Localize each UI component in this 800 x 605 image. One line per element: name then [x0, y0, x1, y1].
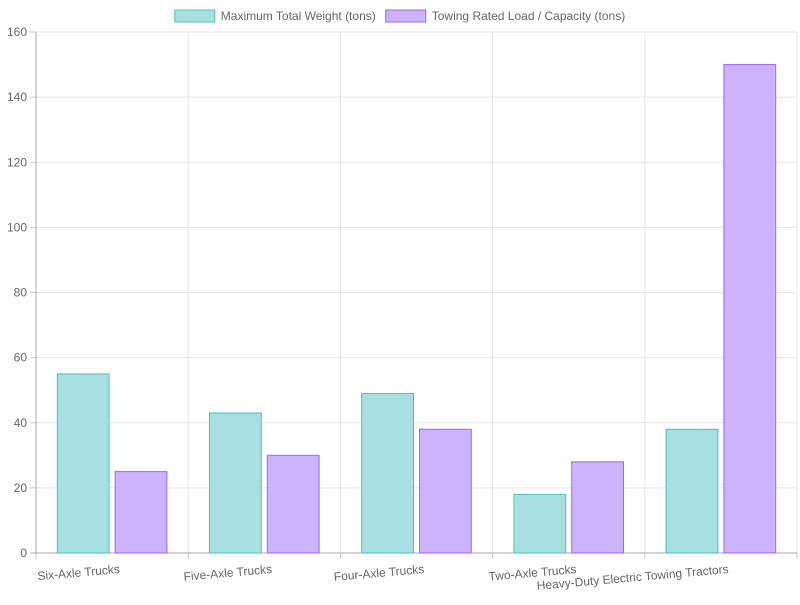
legend-label-1[interactable]: Towing Rated Load / Capacity (tons) — [432, 9, 625, 23]
y-tick-label: 140 — [7, 90, 27, 104]
bar-max-weight-4[interactable] — [665, 428, 719, 554]
x-tick-label: Five-Axle Trucks — [183, 562, 273, 584]
bar-towing-load-3[interactable] — [571, 461, 624, 554]
bar-towing-load-0[interactable] — [114, 471, 168, 554]
legend-label-0[interactable]: Maximum Total Weight (tons) — [221, 9, 376, 23]
y-tick-label: 0 — [20, 546, 27, 560]
bar-max-weight-1[interactable] — [209, 412, 262, 554]
x-tick-label: Four-Axle Trucks — [333, 562, 425, 584]
bar-max-weight-2[interactable] — [361, 392, 415, 554]
legend[interactable]: Maximum Total Weight (tons) Towing Rated … — [174, 9, 625, 23]
bar-max-weight-3[interactable] — [513, 493, 567, 554]
bar-towing-load-2[interactable] — [419, 428, 472, 554]
x-tick-label: Six-Axle Trucks — [37, 562, 121, 583]
bars — [56, 64, 777, 554]
bar-towing-load-1[interactable] — [266, 454, 320, 554]
y-tick-label: 60 — [14, 351, 28, 365]
y-tick-label: 100 — [7, 220, 27, 234]
y-tick-label: 80 — [14, 286, 28, 300]
bar-towing-load-4[interactable] — [723, 64, 777, 554]
legend-swatch-0[interactable] — [174, 9, 216, 23]
y-tick-label: 20 — [14, 481, 28, 495]
y-tick-label: 40 — [14, 416, 28, 430]
y-tick-label: 160 — [7, 25, 27, 39]
legend-swatch-1[interactable] — [385, 9, 427, 23]
bar-max-weight-0[interactable] — [56, 373, 110, 554]
grid-lines — [35, 31, 798, 554]
y-tick-label: 120 — [7, 155, 27, 169]
